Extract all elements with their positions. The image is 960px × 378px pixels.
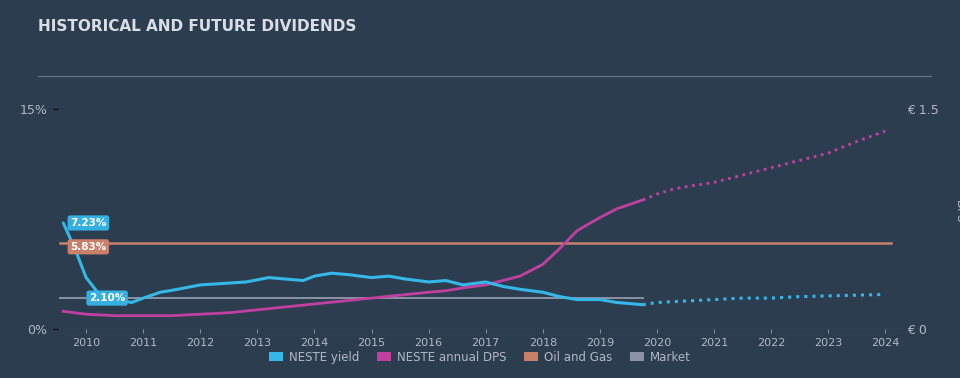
Text: HISTORICAL AND FUTURE DIVIDENDS: HISTORICAL AND FUTURE DIVIDENDS	[38, 19, 357, 34]
Y-axis label: DPS: DPS	[953, 200, 960, 223]
Text: 7.23%: 7.23%	[70, 218, 107, 228]
Text: 2.10%: 2.10%	[89, 293, 125, 303]
Text: 5.83%: 5.83%	[70, 242, 107, 252]
Legend: NESTE yield, NESTE annual DPS, Oil and Gas, Market: NESTE yield, NESTE annual DPS, Oil and G…	[264, 346, 696, 368]
